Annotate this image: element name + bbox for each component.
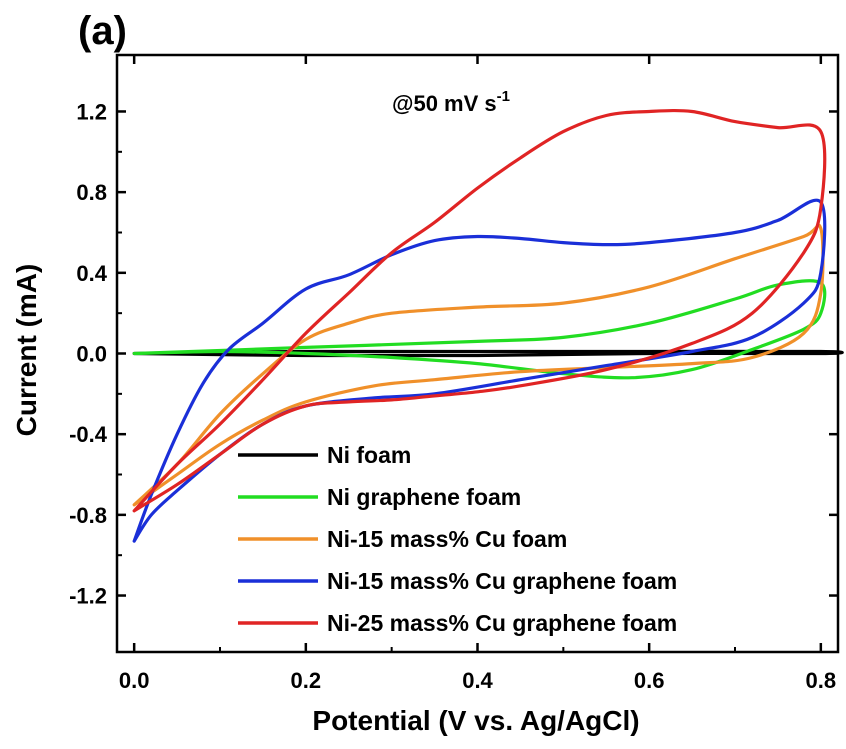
legend-label-ni-15-masspct-cu-graphene-foam: Ni-15 mass% Cu graphene foam — [327, 568, 677, 594]
scan-rate-text: @50 mV s — [392, 91, 497, 116]
legend-label-ni-25-masspct-cu-graphene-foam: Ni-25 mass% Cu graphene foam — [327, 610, 677, 636]
x-tick-label: 0.4 — [462, 668, 493, 693]
y-tick-label: 0.0 — [76, 342, 107, 367]
panel-label: (a) — [78, 9, 127, 53]
scan-rate-annotation: @50 mV s-1 — [392, 88, 510, 116]
y-tick-label: -0.8 — [69, 503, 107, 528]
legend-label-ni-15-masspct-cu-foam: Ni-15 mass% Cu foam — [327, 526, 567, 552]
y-axis-title: Current (mA) — [11, 264, 42, 437]
y-tick-label: -1.2 — [69, 584, 107, 609]
legend-label-ni-foam: Ni foam — [327, 442, 411, 468]
series-line-ni-25-masspct-cu-graphene-foam — [132, 108, 827, 513]
x-axis-title: Potential (V vs. Ag/AgCl) — [312, 705, 639, 736]
scan-rate-superscript: -1 — [497, 88, 510, 105]
x-tick-label: 0.8 — [806, 668, 837, 693]
ticks-layer: 0.0 0.2 0.4 0.6 0.8 -1.2 -0.8 -0.4 0.0 0.4 0.8 1.2 — [69, 55, 838, 693]
y-tick-label: 0.8 — [76, 180, 107, 205]
x-tick-label: 0.2 — [291, 668, 322, 693]
series-layer — [132, 108, 844, 543]
x-tick-label: 0.0 — [119, 668, 150, 693]
y-tick-label: -0.4 — [69, 422, 108, 447]
legend: Ni foam Ni graphene foam Ni-15 mass% Cu fo… — [238, 442, 677, 636]
legend-label-ni-graphene-foam: Ni graphene foam — [327, 484, 521, 510]
y-tick-label: 0.4 — [76, 261, 107, 286]
x-tick-label: 0.6 — [634, 668, 665, 693]
y-tick-label: 1.2 — [76, 99, 107, 124]
